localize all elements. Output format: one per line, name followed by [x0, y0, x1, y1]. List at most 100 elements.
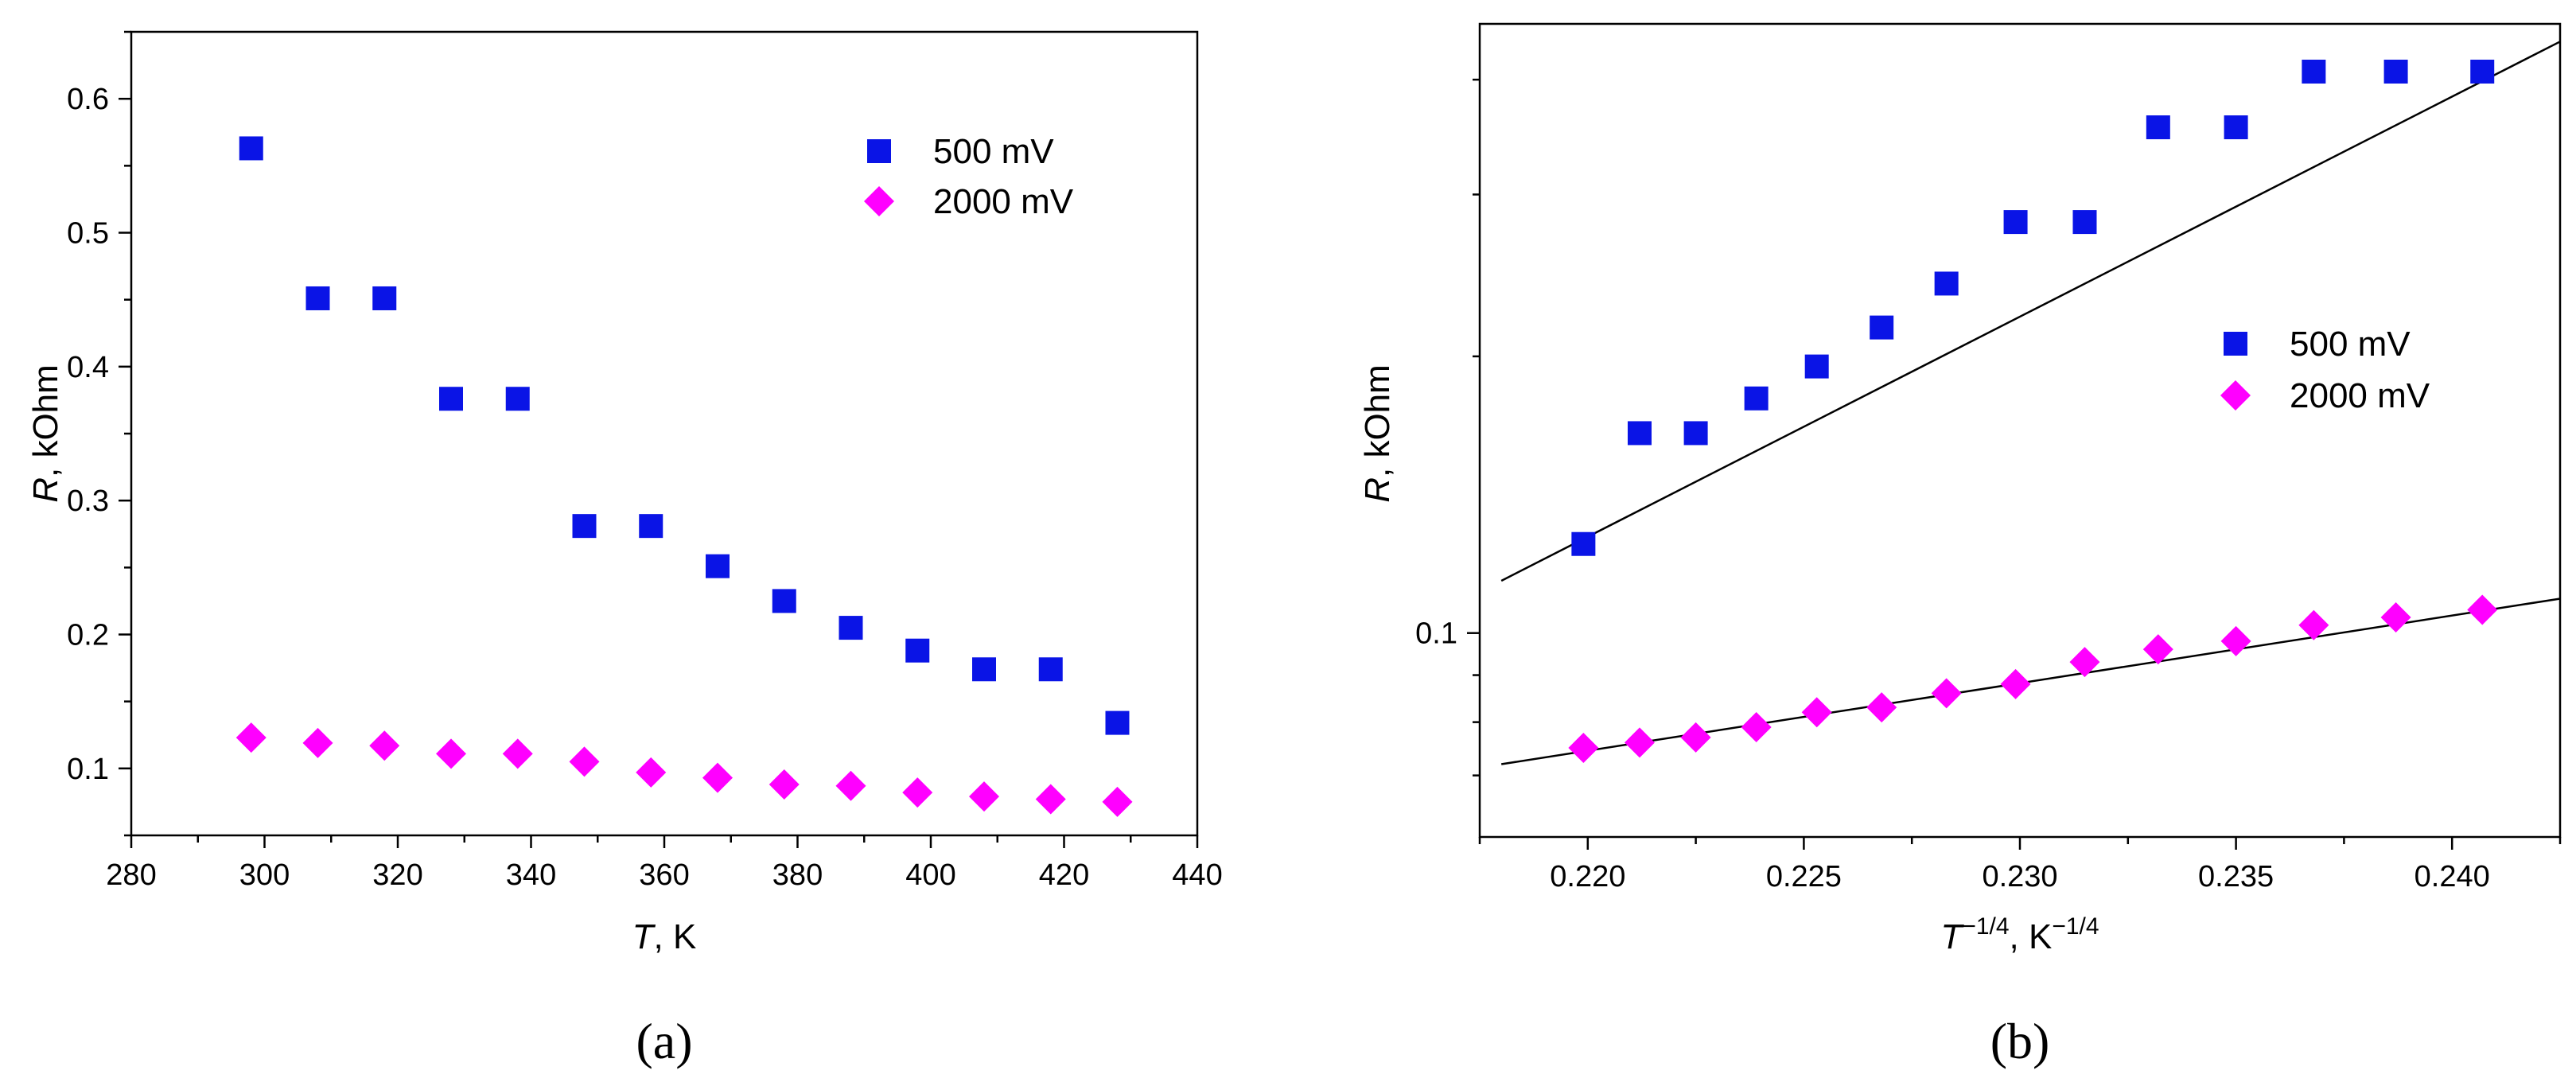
panel-a-x-tick-label: 320	[372, 858, 422, 892]
panel-b-point-500mv	[2470, 60, 2495, 84]
panel-a-x-ticks: 280 300 320 340 360 380 400 420 440	[106, 835, 1223, 892]
panel-b-point-2000mv	[2467, 594, 2498, 625]
panel-a-point-500mv	[1038, 657, 1063, 682]
panel-a-point-500mv	[839, 616, 863, 640]
panel-b-caption: (b)	[1990, 1013, 2050, 1069]
panel-b-data-points	[1568, 60, 2498, 764]
panel-a-point-2000mv	[436, 738, 466, 769]
panel-b-point-500mv	[2072, 210, 2097, 235]
panel-b-y-tick-label: 0.1	[1415, 617, 1457, 651]
panel-b-point-2000mv	[1680, 722, 1711, 753]
panel-a-y-tick-label: 0.6	[67, 83, 109, 116]
panel-a-point-2000mv	[1035, 784, 1066, 815]
panel-b-point-2000mv	[2000, 668, 2031, 699]
panel-a-y-tick-label: 0.1	[67, 753, 109, 786]
panel-b-x-tick-label: 0.230	[1982, 860, 2057, 893]
panel-b-fit-line-2000mv	[1500, 597, 2561, 765]
panel-b-point-2000mv	[2220, 625, 2251, 656]
panel-b-point-500mv	[1744, 386, 1769, 411]
panel-b-point-500mv	[2224, 115, 2248, 140]
panel-b-point-500mv	[1804, 354, 1829, 379]
panel-b-x-tick-label: 0.220	[1550, 860, 1625, 893]
panel-a-legend: 500 mV 2000 mV	[864, 132, 1074, 221]
panel-b-point-500mv	[1627, 421, 1652, 446]
panel-a-y-tick-label: 0.4	[67, 351, 109, 384]
panel-a-caption: (a)	[636, 1013, 692, 1069]
panel-a-point-2000mv	[769, 769, 800, 800]
panel-b-x-axis-label: T−1/4, K−1/4	[1940, 913, 2099, 956]
panel-b-x-tick-label: 0.235	[2198, 860, 2274, 893]
panel-b-y-ticks: 0.1	[1415, 78, 1480, 777]
panel-a-chart: 280 300 320 340 360 380 400 420 440 0.1 0.2 0.3 0.4…	[26, 30, 1223, 1069]
panel-a-y-axis-label: R, kOhm	[26, 364, 65, 503]
panel-a-point-500mv	[972, 657, 996, 682]
panel-b-point-2000mv	[1801, 697, 1832, 728]
panel-a-y-tick-label: 0.2	[67, 619, 109, 652]
panel-b-fit-line-500mv	[1500, 41, 2561, 582]
panel-a-y-ticks: 0.1 0.2 0.3 0.4 0.5 0.6	[67, 30, 131, 837]
panel-b-chart: 0.220 0.225 0.230 0.235 0.240 0.1 500 mV 2000…	[1358, 22, 2562, 1069]
panel-b-point-2000mv	[1741, 711, 1772, 742]
panel-a-x-tick-label: 360	[639, 858, 689, 892]
panel-b-point-2000mv	[2069, 647, 2100, 678]
panel-b-x-tick-label: 0.225	[1766, 860, 1842, 893]
panel-b-point-2000mv	[1568, 733, 1599, 764]
panel-a-point-500mv	[239, 136, 263, 161]
panel-b-point-2000mv	[2380, 602, 2411, 633]
panel-a-point-500mv	[706, 554, 730, 578]
panel-b-point-500mv	[2302, 60, 2326, 84]
panel-a-x-tick-label: 340	[506, 858, 556, 892]
panel-b-legend-marker-500mv	[2224, 332, 2247, 356]
panel-a-x-tick-label: 300	[239, 858, 290, 892]
panel-b-x-tick-label: 0.240	[2415, 860, 2490, 893]
panel-a-point-2000mv	[369, 730, 400, 761]
panel-a-point-2000mv	[969, 781, 999, 812]
panel-a-point-2000mv	[569, 746, 600, 777]
panel-b-y-axis-label: R, kOhm	[1358, 364, 1397, 503]
panel-a-point-500mv	[305, 286, 330, 310]
panel-b-point-500mv	[2146, 115, 2170, 140]
panel-a-x-tick-label: 420	[1039, 858, 1089, 892]
panel-a-legend-marker-2000mv	[864, 186, 894, 216]
panel-a-x-tick-label: 400	[905, 858, 955, 892]
panel-a-legend-marker-500mv	[867, 139, 891, 163]
panel-b-point-2000mv	[2298, 609, 2329, 640]
panel-b-point-2000mv	[1866, 692, 1897, 723]
panel-b-point-500mv	[1934, 271, 1959, 296]
panel-a-point-500mv	[905, 638, 930, 663]
panel-b-legend-label-2000mv: 2000 mV	[2290, 376, 2430, 415]
panel-a-point-500mv	[439, 387, 463, 411]
panel-a-y-tick-label: 0.5	[67, 217, 109, 251]
panel-a-data-points	[235, 136, 1133, 817]
panel-b-point-500mv	[2003, 210, 2028, 235]
panel-a-legend-label-500mv: 500 mV	[933, 132, 1054, 171]
panel-a-legend-label-2000mv: 2000 mV	[933, 182, 1074, 221]
panel-a-x-tick-label: 440	[1172, 858, 1222, 892]
panel-a-y-tick-label: 0.3	[67, 485, 109, 518]
panel-a-point-2000mv	[902, 777, 933, 808]
panel-b-point-2000mv	[1624, 727, 1655, 758]
panel-a-point-500mv	[1105, 710, 1130, 735]
panel-a-point-2000mv	[502, 738, 533, 769]
panel-b-legend-marker-2000mv	[2220, 380, 2251, 411]
panel-a-point-2000mv	[302, 727, 333, 758]
panel-a-point-2000mv	[636, 757, 667, 788]
panel-a-point-2000mv	[1102, 786, 1133, 817]
panel-b-point-500mv	[1571, 531, 1596, 556]
panel-a-point-2000mv	[235, 722, 267, 753]
panel-b-point-500mv	[1870, 315, 1894, 340]
panel-a-x-tick-label: 280	[106, 858, 156, 892]
panel-a-point-500mv	[572, 514, 597, 539]
panel-b-point-500mv	[2383, 60, 2408, 84]
panel-a-point-500mv	[372, 286, 397, 310]
panel-b-point-2000mv	[2142, 634, 2173, 665]
panel-a-point-500mv	[772, 589, 796, 613]
panel-b-fit-lines	[1500, 41, 2561, 765]
panel-b-point-2000mv	[1931, 678, 1962, 709]
panel-b-legend: 500 mV 2000 mV	[2220, 325, 2430, 415]
panel-b-point-500mv	[1683, 421, 1708, 446]
panel-b-x-ticks: 0.220 0.225 0.230 0.235 0.240	[1478, 837, 2562, 893]
panel-b-legend-label-500mv: 500 mV	[2290, 325, 2411, 364]
panel-a-point-500mv	[639, 514, 663, 539]
